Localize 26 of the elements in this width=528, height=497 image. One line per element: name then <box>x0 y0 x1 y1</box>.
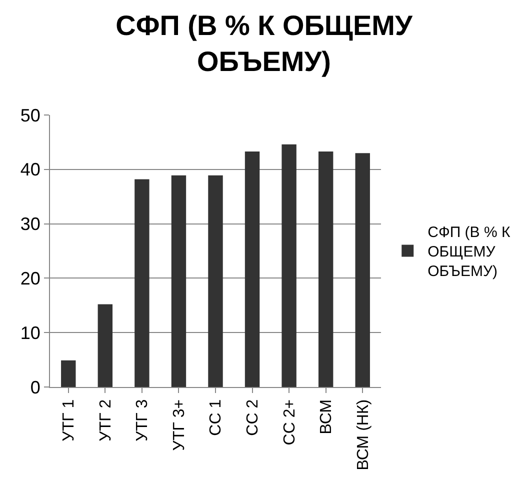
y-tick-label: 0 <box>30 377 40 398</box>
x-tick-label: ВСМ (НК) <box>354 399 372 470</box>
y-tick-label: 40 <box>20 160 40 180</box>
y-tick-label: 20 <box>20 268 40 288</box>
y-tick-label: 10 <box>20 322 40 343</box>
bar <box>61 360 76 387</box>
x-tick-label: СС 1 <box>208 399 225 436</box>
x-tick-label: УТГ 3 <box>134 399 152 442</box>
legend-label: СФП (В % К ОБЩЕМУ ОБЪЕМУ) <box>428 224 510 280</box>
x-tick-label: УТГ 3+ <box>170 399 188 451</box>
x-tick-label: УТГ 1 <box>60 399 78 442</box>
chart-title: СФП (В % К ОБЩЕМУ ОБЪЕМУ) <box>116 10 413 78</box>
bar <box>318 151 334 387</box>
y-tick-label: 50 <box>20 105 40 126</box>
bar <box>98 304 113 387</box>
bar <box>282 144 296 387</box>
x-tick-label: ВСМ <box>318 399 336 434</box>
bar <box>134 179 150 387</box>
bar <box>355 153 370 387</box>
x-tick-label: УТГ 2 <box>97 399 114 442</box>
bar <box>171 175 186 387</box>
y-tick-label: 30 <box>20 214 40 234</box>
x-tick-label: СС 2 <box>244 399 262 436</box>
bar <box>208 175 223 387</box>
x-tick-label: СС 2+ <box>281 399 298 446</box>
bar <box>244 151 260 387</box>
